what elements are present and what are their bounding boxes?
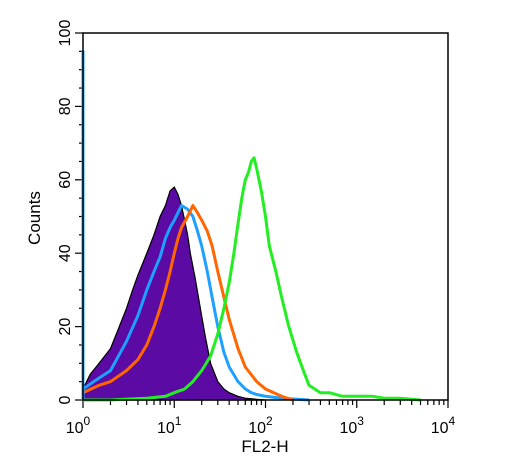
plot-frame [82,32,449,401]
series-3-line [83,156,421,402]
x-tick-label: 100 [66,414,91,437]
x-tick-label: 103 [340,414,365,437]
series-0-area [82,186,266,401]
y-tick-label: 80 [57,97,74,115]
x-tick-label: 101 [157,414,182,437]
y-tick-label: 0 [57,395,74,404]
x-tick-label: 104 [431,414,456,437]
y-axis-title: Counts [25,191,44,245]
x-axis-title: FL2-H [241,437,288,456]
series-group [81,49,421,402]
y-tick-label: 100 [57,20,74,47]
y-tick-label: 60 [57,171,74,189]
x-tick-labels: 100 101 102 103 104 [66,414,456,437]
y-tick-labels: 0 20 40 60 80 100 [57,20,74,405]
y-tick-label: 40 [57,244,74,262]
x-tick-label: 102 [248,414,273,437]
y-tick-label: 20 [57,318,74,336]
series-1-line [82,204,310,402]
series-2-line [82,204,294,402]
